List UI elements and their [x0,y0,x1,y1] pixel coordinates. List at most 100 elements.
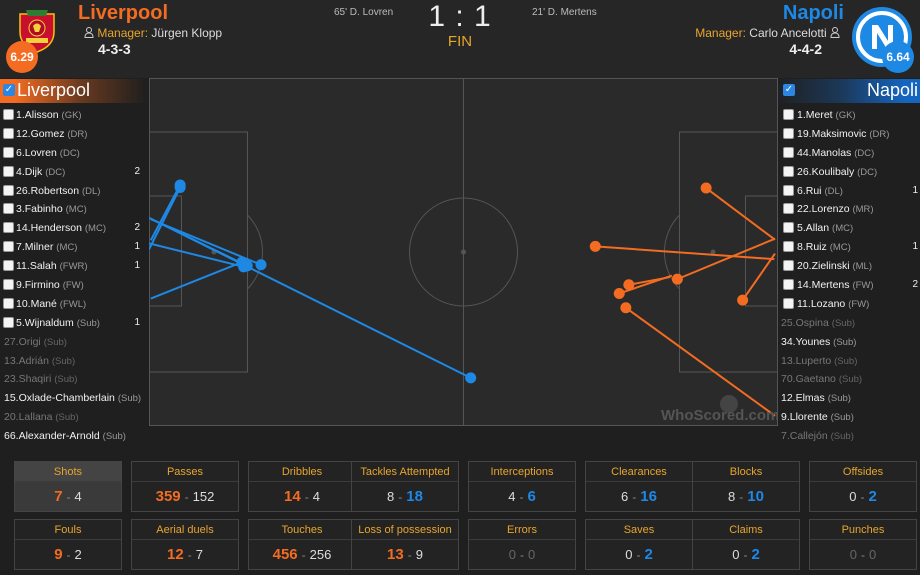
away-stat-value: 18 [406,488,423,505]
away-team-name[interactable]: Napoli [782,2,844,24]
stat-tab-claims[interactable]: Claims 0-2 [692,519,800,570]
stat-tab-loss-of-possession[interactable]: Loss of possession 13-9 [351,519,459,570]
player-name: 13.Adrián (Sub) [4,354,76,367]
player-row[interactable]: 26.Robertson (DL) [0,182,146,201]
player-position: (DC) [854,147,875,159]
away-stat-value: 2 [868,488,877,505]
home-team-name[interactable]: Liverpool [78,2,169,24]
stat-tab-dribbles[interactable]: Dribbles 14-4 [248,461,356,512]
player-row[interactable]: 22.Lorenzo (MR) [778,200,920,219]
home-team-filter-tab[interactable]: ✓ Liverpool [0,79,146,103]
player-checkbox[interactable] [783,203,794,215]
player-row[interactable]: 7.Milner (MC) 1 [0,238,146,257]
stat-tab-blocks[interactable]: Blocks 8-10 [692,461,800,512]
player-row[interactable]: 8.Ruiz (MC) 1 [778,238,920,257]
player-checkbox[interactable] [783,260,794,272]
checkbox-checked-icon[interactable]: ✓ [783,84,795,96]
stat-tab-passes[interactable]: Passes 359-152 [131,461,239,512]
stat-values: 6-16 [586,482,692,512]
player-checkbox[interactable] [783,165,794,177]
player-checkbox[interactable] [783,184,794,196]
player-row[interactable]: 11.Salah (FWR) 1 [0,257,146,276]
player-checkbox[interactable] [3,241,14,253]
player-checkbox[interactable] [783,279,794,291]
player-checkbox[interactable] [3,222,14,234]
home-shot-line [149,184,182,241]
player-row[interactable]: 10.Mané (FWL) [0,295,146,314]
home-stat-value: 456 [272,546,298,563]
player-checkbox[interactable] [783,241,794,253]
stat-separator: - [301,548,306,562]
home-shot-point[interactable] [174,182,186,194]
home-shot-point[interactable] [238,261,250,273]
player-row[interactable]: 44.Manolas (DC) [778,144,920,163]
stat-tab-touches[interactable]: Touches 456-256 [248,519,356,570]
player-row[interactable]: 4.Dijk (DC) 2 [0,163,146,182]
player-name: 1.Alisson (GK) [16,109,82,121]
player-checkbox[interactable] [783,222,794,234]
player-name: 20.Lallana (Sub) [4,411,79,424]
stat-separator: - [519,490,524,504]
stat-tab-interceptions[interactable]: Interceptions 4-6 [468,461,576,512]
player-checkbox[interactable] [783,109,794,120]
player-checkbox[interactable] [3,109,14,120]
player-checkbox[interactable] [3,279,14,291]
player-shot-count: 1 [912,184,918,196]
player-row[interactable]: 5.Allan (MC) [778,219,920,238]
away-shot-point[interactable] [620,302,632,314]
away-shot-point[interactable] [737,294,749,306]
player-checkbox[interactable] [783,297,794,309]
stat-values: 14-4 [249,482,355,512]
home-shot-point[interactable] [255,259,267,271]
stat-tab-tackles-attempted[interactable]: Tackles Attempted 8-18 [351,461,459,512]
player-checkbox[interactable] [3,203,14,215]
stat-tab-clearances[interactable]: Clearances 6-16 [585,461,693,512]
home-shot-point[interactable] [465,372,477,384]
player-checkbox[interactable] [783,127,794,139]
player-row[interactable]: 9.Firmino (FW) [0,276,146,295]
player-checkbox[interactable] [783,146,794,158]
away-stat-value: 4 [312,489,320,504]
away-shot-point[interactable] [613,287,625,299]
player-row[interactable]: 20.Zielinski (ML) [778,257,920,276]
stat-tab-errors[interactable]: Errors 0-0 [468,519,576,570]
player-checkbox[interactable] [3,260,14,272]
player-checkbox[interactable] [3,165,14,177]
player-name: 12.Elmas (Sub) [781,392,851,405]
player-row[interactable]: 1.Meret (GK) [778,106,920,125]
stat-tab-fouls[interactable]: Fouls 9-2 [14,519,122,570]
away-shot-line [625,306,776,417]
stat-tab-saves[interactable]: Saves 0-2 [585,519,693,570]
stat-tab-aerial-duels[interactable]: Aerial duels 12-7 [131,519,239,570]
player-row[interactable]: 5.Wijnaldum (Sub) 1 [0,314,146,333]
home-shot-line [150,261,243,300]
stat-tab-punches[interactable]: Punches 0-0 [809,519,917,570]
player-row[interactable]: 3.Fabinho (MC) [0,200,146,219]
player-row[interactable]: 19.Maksimovic (DR) [778,125,920,144]
away-shot-point[interactable] [671,273,683,285]
player-checkbox[interactable] [3,146,14,158]
player-name: 70.Gaetano (Sub) [781,373,863,386]
player-checkbox[interactable] [3,316,14,328]
player-row[interactable]: 6.Lovren (DC) [0,144,146,163]
player-row[interactable]: 1.Alisson (GK) [0,106,146,125]
player-row[interactable]: 14.Henderson (MC) 2 [0,219,146,238]
stat-values: 456-256 [249,540,355,570]
player-row[interactable]: 14.Mertens (FW) 2 [778,276,920,295]
checkbox-checked-icon[interactable]: ✓ [3,84,15,96]
away-shot-point[interactable] [623,279,635,291]
player-checkbox[interactable] [3,297,14,309]
away-team-filter-tab[interactable]: ✓ Napoli [774,79,920,103]
stat-values: 0-0 [469,540,575,570]
player-row[interactable]: 12.Gomez (DR) [0,125,146,144]
player-row[interactable]: 26.Koulibaly (DC) [778,163,920,182]
player-checkbox[interactable] [3,127,14,139]
player-checkbox[interactable] [3,184,14,196]
player-row[interactable]: 6.Rui (DL) 1 [778,182,920,201]
player-name: 25.Ospina (Sub) [781,316,856,329]
player-row[interactable]: 11.Lozano (FW) [778,295,920,314]
away-shot-point[interactable] [700,182,712,194]
stat-tab-shots[interactable]: Shots 7-4 [14,461,122,512]
away-shot-point[interactable] [589,240,601,252]
stat-tab-offsides[interactable]: Offsides 0-2 [809,461,917,512]
